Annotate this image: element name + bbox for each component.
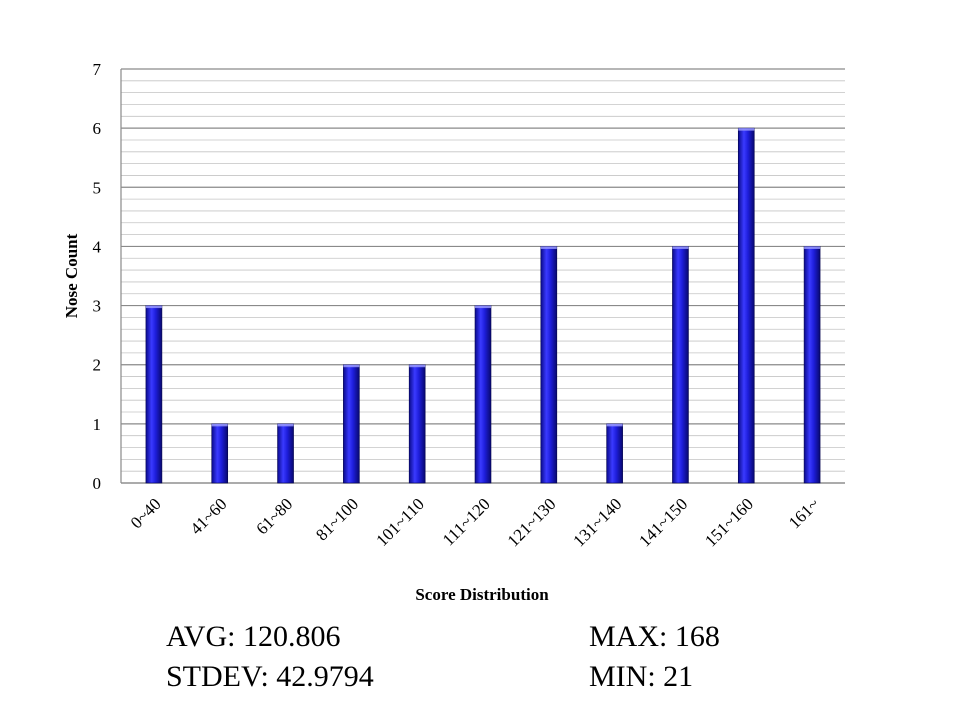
y-tick-label: 4: [93, 237, 102, 256]
bar: [803, 246, 821, 484]
bar-chart: 0 1 2 3 4 5 6 7 0~40 41~60 61~80 81~100 101~110 111~…: [62, 60, 845, 604]
bar: [606, 423, 623, 484]
bar-top-highlight: [409, 364, 426, 368]
stats-left: AVG: 120.806 STDEV: 42.9794: [166, 617, 374, 697]
y-tick-label: 7: [93, 60, 102, 79]
bar-top-highlight: [343, 364, 360, 368]
bar: [737, 127, 755, 484]
bar: [343, 364, 360, 484]
bar: [145, 305, 163, 484]
x-tick-label: 61~80: [252, 494, 296, 538]
x-tick-label: 41~60: [187, 494, 231, 538]
bar-top-highlight: [738, 128, 755, 131]
bar: [540, 246, 558, 484]
x-tick-label: 131~140: [569, 494, 625, 550]
bar: [277, 423, 294, 484]
bar-top-highlight: [606, 423, 623, 427]
y-tick-label: 1: [93, 415, 102, 434]
y-tick-label: 0: [93, 474, 102, 493]
avg-stat: AVG: 120.806: [166, 620, 341, 653]
x-tick-label: 121~130: [504, 494, 560, 550]
y-tick-label: 3: [93, 297, 102, 316]
max-stat: MAX: 168: [589, 620, 720, 653]
bar-top-highlight: [277, 423, 294, 427]
x-tick-label: 101~110: [372, 494, 428, 550]
x-tick-label: 141~150: [635, 494, 691, 550]
y-tick-label: 5: [93, 178, 102, 197]
x-tick-labels: 0~40 41~60 61~80 81~100 101~110 111~120 121~13…: [127, 494, 823, 550]
x-tick-label: 161~: [785, 494, 823, 532]
bar-top-highlight: [540, 246, 557, 249]
x-tick-label: 151~160: [701, 494, 757, 550]
bar-top-highlight: [211, 423, 228, 427]
x-tick-label: 111~120: [439, 494, 494, 549]
y-axis-label: Nose Count: [62, 233, 81, 318]
x-tick-label: 81~100: [312, 494, 362, 544]
x-axis-label: Score Distribution: [415, 585, 549, 604]
y-tick-label: 2: [93, 356, 102, 375]
bar: [672, 246, 689, 484]
bar: [408, 364, 426, 484]
y-tick-label: 6: [93, 119, 102, 138]
stats-right: MAX: 168 MIN: 21: [589, 617, 720, 697]
y-tick-labels: 0 1 2 3 4 5 6 7: [93, 60, 102, 493]
bar: [211, 423, 229, 484]
stdev-stat: STDEV: 42.9794: [166, 660, 374, 693]
bar: [474, 305, 492, 484]
bar-top-highlight: [804, 246, 821, 249]
min-stat: MIN: 21: [589, 660, 694, 693]
bar-top-highlight: [672, 246, 689, 249]
bar-top-highlight: [475, 305, 491, 309]
bar-top-highlight: [145, 305, 162, 309]
x-tick-label: 0~40: [127, 494, 165, 532]
bars: [145, 127, 821, 484]
